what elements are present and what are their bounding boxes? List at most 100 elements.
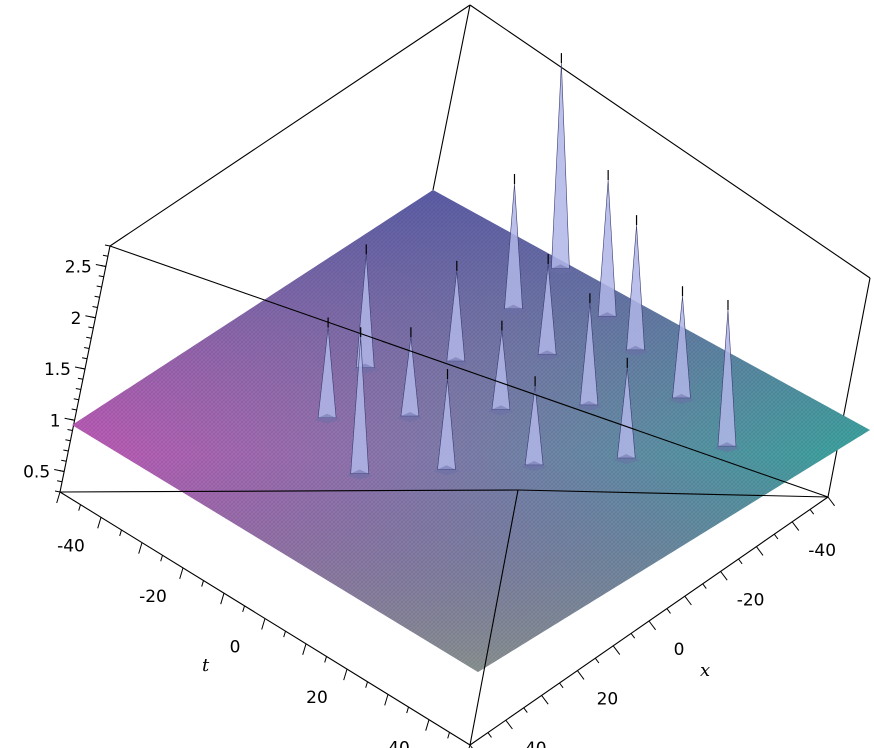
z-minor-tick [88, 326, 94, 329]
z-tick-label: 2.5 [65, 258, 92, 278]
t-tick-label: 40 [388, 739, 410, 748]
t-tick [425, 719, 430, 731]
surface-peak [713, 299, 740, 453]
surface-peak [433, 369, 460, 476]
surface-peak [346, 327, 373, 480]
surface [72, 53, 870, 672]
x-tick [559, 682, 564, 689]
t-axis-title: t [202, 655, 210, 676]
x-tick [469, 744, 473, 748]
z-tick-label: 1 [50, 411, 61, 431]
x-tick [612, 645, 621, 655]
t-tick [56, 491, 61, 504]
t-tick [406, 706, 409, 714]
t-tick [261, 618, 266, 630]
x-axis-title: x [700, 660, 710, 681]
z-tick-label: 1.5 [44, 360, 71, 380]
z-major-tick [95, 264, 106, 267]
x-tick [827, 496, 835, 507]
z-minor-tick [71, 408, 77, 411]
surface-peak [534, 254, 561, 361]
z-major-tick [64, 417, 75, 421]
surface-peak [500, 174, 527, 315]
surface-peak [547, 53, 574, 275]
t-tick [302, 643, 307, 655]
z-minor-tick [77, 377, 84, 380]
t-tick [242, 605, 245, 612]
z-minor-tick [94, 295, 100, 298]
z-minor-tick [56, 480, 63, 483]
t-tick [220, 593, 225, 605]
x-tick [630, 633, 636, 639]
t-tick-label: -40 [57, 536, 85, 556]
z-minor-tick [92, 306, 98, 308]
z-minor-tick [75, 388, 81, 390]
z-minor-tick [54, 490, 61, 493]
x-tick-label: 20 [597, 690, 619, 710]
x-tick [773, 533, 779, 540]
t-tick [78, 504, 81, 511]
x-tick [666, 608, 671, 614]
z-minor-tick [84, 347, 90, 349]
surface-peak [396, 327, 423, 423]
t-tick-label: -20 [139, 587, 167, 607]
x-tick-label: 0 [674, 640, 685, 660]
t-tick [384, 694, 389, 706]
t-tick [201, 580, 204, 587]
x-tick [648, 620, 656, 631]
surface-peak [622, 215, 649, 356]
x-tick [505, 719, 513, 730]
surface-peak [487, 320, 514, 416]
z-tick-label: 0.5 [23, 463, 50, 483]
z-minor-tick [63, 449, 69, 452]
x-tick-label: -20 [737, 590, 765, 610]
z-minor-tick [102, 254, 109, 257]
t-tick [365, 681, 368, 688]
x-tick-label: 40 [525, 739, 547, 748]
z-minor-tick [65, 439, 71, 442]
t-tick [343, 668, 348, 681]
z-minor-tick [96, 285, 102, 288]
t-tick [138, 542, 143, 554]
x-tick-label: -40 [808, 541, 836, 561]
surface-peak [613, 357, 640, 465]
x-tick [791, 521, 800, 531]
surface-peak [575, 293, 602, 411]
z-minor-tick [86, 336, 92, 339]
surface-peak [668, 286, 695, 404]
t-tick [179, 567, 184, 580]
t-tick [160, 555, 163, 562]
z-tick-label: 2 [71, 309, 82, 329]
z-major-tick [54, 469, 65, 472]
z-major-tick [85, 315, 96, 319]
t-tick [283, 631, 286, 638]
t-tick [468, 744, 471, 748]
z-axis: 0.5 1 1.5 2 2.5 [23, 244, 111, 493]
z-minor-tick [104, 244, 111, 247]
z-minor-tick [98, 275, 104, 278]
t-tick [97, 517, 102, 529]
t-tick-label: 20 [306, 688, 328, 708]
surface-peak [594, 170, 621, 323]
x-axis: -40 -20 0 20 40 [469, 496, 836, 748]
surface-peak [521, 376, 548, 471]
x-tick [738, 558, 743, 565]
x-tick [756, 546, 764, 556]
z-major-tick [74, 366, 86, 370]
box-front-edges [59, 245, 829, 746]
x-tick [809, 509, 815, 515]
t-axis: -40 -20 0 20 40 [56, 491, 471, 748]
x-tick [577, 670, 585, 680]
z-minor-tick [61, 459, 67, 462]
x-tick [594, 657, 600, 664]
t-tick [119, 529, 122, 537]
z-minor-tick [67, 429, 73, 431]
t-tick-label: 0 [230, 638, 241, 658]
z-minor-tick [81, 357, 88, 360]
surface-peaks [314, 53, 740, 480]
surface-mesh [72, 190, 870, 672]
x-tick [487, 732, 492, 738]
z-minor-tick [73, 398, 79, 401]
x-tick [541, 695, 549, 705]
x-tick [720, 571, 728, 581]
